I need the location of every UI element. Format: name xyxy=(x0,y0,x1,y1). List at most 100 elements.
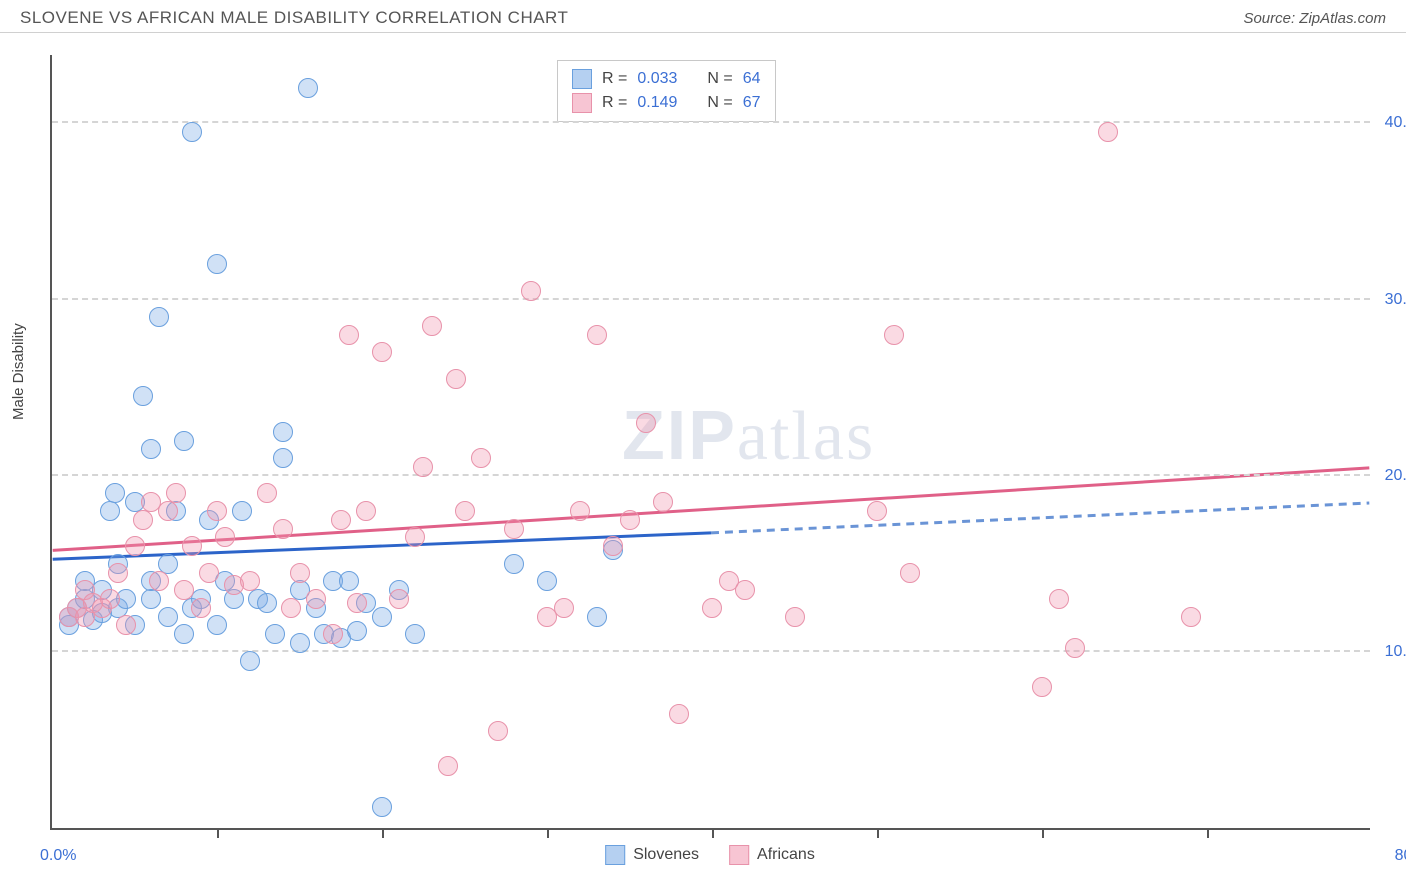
africans-n-value: 67 xyxy=(743,91,761,115)
chart-title: SLOVENE VS AFRICAN MALE DISABILITY CORRE… xyxy=(20,8,568,28)
scatter-point xyxy=(306,589,326,609)
slovenes-swatch-icon xyxy=(572,69,592,89)
scatter-point xyxy=(900,563,920,583)
legend-row-slovenes: R = 0.033 N = 64 xyxy=(572,67,761,91)
scatter-point xyxy=(174,580,194,600)
scatter-point xyxy=(413,457,433,477)
scatter-point xyxy=(182,122,202,142)
africans-swatch-icon xyxy=(572,93,592,113)
plot-canvas: ZIPatlas R = 0.033 N = 64 R = 0.149 N = … xyxy=(50,55,1370,830)
scatter-point xyxy=(331,510,351,530)
trend-lines-layer xyxy=(52,55,1370,828)
scatter-point xyxy=(867,501,887,521)
africans-legend-swatch-icon xyxy=(729,845,749,865)
scatter-point xyxy=(471,448,491,468)
scatter-point xyxy=(1181,607,1201,627)
legend-row-africans: R = 0.149 N = 67 xyxy=(572,91,761,115)
watermark-text: ZIPatlas xyxy=(622,395,875,477)
scatter-point xyxy=(785,607,805,627)
y-tick-label: 30.0% xyxy=(1385,291,1406,309)
scatter-point xyxy=(389,589,409,609)
scatter-point xyxy=(620,510,640,530)
scatter-point xyxy=(735,580,755,600)
scatter-point xyxy=(1032,677,1052,697)
scatter-point xyxy=(100,501,120,521)
scatter-point xyxy=(356,501,376,521)
scatter-point xyxy=(1065,638,1085,658)
scatter-point xyxy=(215,527,235,547)
scatter-point xyxy=(1098,122,1118,142)
scatter-point xyxy=(347,621,367,641)
scatter-point xyxy=(133,386,153,406)
x-tick xyxy=(1042,828,1044,838)
scatter-point xyxy=(174,431,194,451)
scatter-point xyxy=(570,501,590,521)
scatter-point xyxy=(105,483,125,503)
chart-plot-area: ZIPatlas R = 0.033 N = 64 R = 0.149 N = … xyxy=(50,55,1370,830)
scatter-point xyxy=(884,325,904,345)
scatter-point xyxy=(108,563,128,583)
scatter-point xyxy=(587,607,607,627)
slovenes-legend-swatch-icon xyxy=(605,845,625,865)
scatter-point xyxy=(669,704,689,724)
y-tick-label: 40.0% xyxy=(1385,114,1406,132)
scatter-point xyxy=(1049,589,1069,609)
scatter-point xyxy=(199,563,219,583)
scatter-point xyxy=(339,571,359,591)
scatter-point xyxy=(273,422,293,442)
scatter-point xyxy=(603,536,623,556)
scatter-point xyxy=(422,316,442,336)
trend-line xyxy=(711,503,1369,533)
scatter-point xyxy=(207,615,227,635)
scatter-point xyxy=(158,607,178,627)
scatter-point xyxy=(504,554,524,574)
scatter-point xyxy=(504,519,524,539)
scatter-point xyxy=(240,571,260,591)
scatter-point xyxy=(347,593,367,613)
x-tick xyxy=(547,828,549,838)
grid-line xyxy=(52,298,1370,300)
scatter-point xyxy=(290,633,310,653)
scatter-point xyxy=(182,536,202,556)
x-tick xyxy=(217,828,219,838)
slovenes-r-value: 0.033 xyxy=(637,67,677,91)
scatter-point xyxy=(257,593,277,613)
x-tick xyxy=(1207,828,1209,838)
chart-source: Source: ZipAtlas.com xyxy=(1243,10,1386,27)
x-tick xyxy=(382,828,384,838)
scatter-point xyxy=(488,721,508,741)
scatter-point xyxy=(372,797,392,817)
scatter-point xyxy=(455,501,475,521)
scatter-point xyxy=(141,589,161,609)
y-tick-label: 20.0% xyxy=(1385,467,1406,485)
scatter-point xyxy=(446,369,466,389)
scatter-point xyxy=(372,342,392,362)
africans-r-value: 0.149 xyxy=(637,91,677,115)
scatter-point xyxy=(653,492,673,512)
scatter-point xyxy=(133,510,153,530)
scatter-point xyxy=(372,607,392,627)
scatter-point xyxy=(149,571,169,591)
y-tick-label: 10.0% xyxy=(1385,643,1406,661)
scatter-point xyxy=(554,598,574,618)
scatter-point xyxy=(636,413,656,433)
scatter-point xyxy=(158,501,178,521)
scatter-point xyxy=(265,624,285,644)
x-axis-max-label: 80.0% xyxy=(1395,847,1406,865)
scatter-point xyxy=(405,624,425,644)
scatter-point xyxy=(174,624,194,644)
scatter-point xyxy=(207,254,227,274)
grid-line xyxy=(52,121,1370,123)
scatter-point xyxy=(166,483,186,503)
scatter-point xyxy=(521,281,541,301)
scatter-point xyxy=(125,536,145,556)
scatter-point xyxy=(339,325,359,345)
scatter-point xyxy=(290,563,310,583)
scatter-point xyxy=(587,325,607,345)
scatter-point xyxy=(240,651,260,671)
scatter-point xyxy=(298,78,318,98)
scatter-point xyxy=(232,501,252,521)
scatter-point xyxy=(323,624,343,644)
scatter-point xyxy=(273,448,293,468)
scatter-point xyxy=(702,598,722,618)
